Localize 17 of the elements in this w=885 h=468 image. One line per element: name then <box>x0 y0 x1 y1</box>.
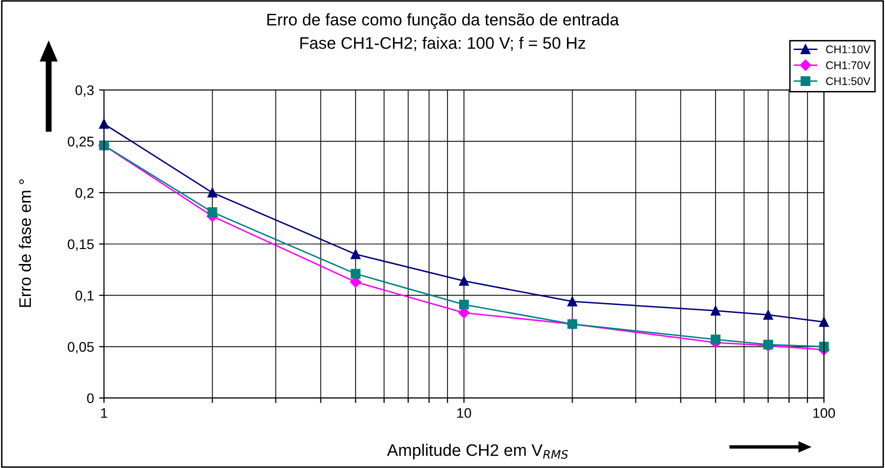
y-tick-label: 0,15 <box>68 239 94 251</box>
y-tick-label: 0,05 <box>68 342 94 354</box>
legend-label: CH1:70V <box>826 61 871 70</box>
y-tick-label: 0,1 <box>76 290 94 302</box>
legend-label: CH1:10V <box>826 45 871 54</box>
chart-subtitle: Fase CH1-CH2; faixa: 100 V; f = 50 Hz <box>300 36 586 51</box>
y-tick-label: 0 <box>87 393 94 404</box>
x-tick-label: 100 <box>813 408 835 418</box>
x-axis-title: Amplitude CH2 em V$_{RMS}$ <box>387 444 568 460</box>
y-axis-title: Erro de fase em ° <box>18 179 32 307</box>
legend-label: CH1:50V <box>826 77 871 86</box>
x-tick-label: 10 <box>457 408 472 418</box>
y-tick-label: 0,25 <box>68 136 94 148</box>
y-tick-label: 0,3 <box>76 85 94 97</box>
x-tick-label: 1 <box>101 408 108 418</box>
y-tick-label: 0,2 <box>76 188 94 200</box>
chart-title: Erro de fase como função da tensão de entrada <box>267 13 620 29</box>
